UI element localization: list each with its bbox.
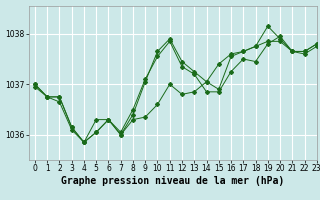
X-axis label: Graphe pression niveau de la mer (hPa): Graphe pression niveau de la mer (hPa) [61,176,284,186]
